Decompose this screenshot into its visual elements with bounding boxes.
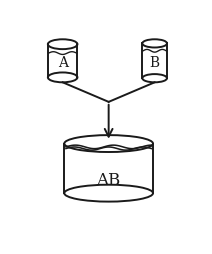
Text: B: B (150, 56, 160, 70)
Text: A: A (58, 56, 68, 70)
Text: AB: AB (96, 172, 121, 189)
